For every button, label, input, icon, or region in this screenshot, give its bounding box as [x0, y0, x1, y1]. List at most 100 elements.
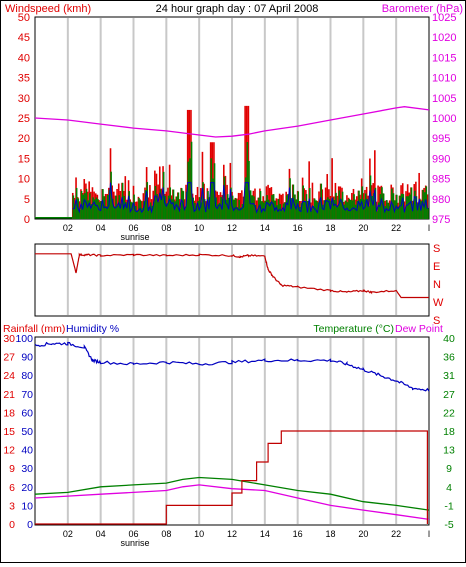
rainfall-tick-30: 30	[3, 333, 15, 345]
barometer-tick-1000: 1000	[432, 113, 456, 125]
humidity-tick-100: 100	[15, 333, 33, 345]
panel-1-x-tick-14: 14	[260, 223, 270, 233]
rainfall-tick-21: 21	[3, 389, 15, 401]
humidity-tick-40: 40	[21, 445, 33, 457]
windspeed-tick-30: 30	[18, 93, 30, 105]
panel-3-x-tick-22: 22	[391, 529, 401, 539]
panel-3-x-tick-12: 12	[227, 529, 237, 539]
humidity-tick-30: 30	[21, 463, 33, 475]
barometer-tick-1025: 1025	[432, 12, 456, 24]
panel-3-x-tick-l: l	[428, 529, 430, 539]
panel-1-x-tick-16: 16	[293, 223, 303, 233]
windspeed-ticks: 0 5 10 15 20 25 30 35 40 45 50	[18, 12, 30, 226]
rainfall-tick-9: 9	[9, 463, 15, 475]
temperature-tick-22: 22	[443, 407, 455, 419]
panel-1-sunrise-label: sunrise	[120, 232, 149, 242]
temperature-tick-9: 9	[446, 463, 452, 475]
humidity-ticks: 0 10 20 30 40 50 60 70 80 90 100	[15, 333, 33, 531]
panel-3-x-tick-08: 08	[161, 529, 171, 539]
wind-average-line	[72, 182, 428, 214]
temperature-tick-36: 36	[443, 352, 455, 364]
barometer-tick-1020: 1020	[432, 32, 456, 44]
panel-1-x-tick-20: 20	[358, 223, 368, 233]
windspeed-tick-15: 15	[18, 153, 30, 165]
temperature-tick-31: 31	[443, 370, 455, 382]
windspeed-tick-0: 0	[24, 214, 30, 226]
temperature-tick--1: -1	[444, 500, 453, 512]
panel-1-x-tick-22: 22	[391, 223, 401, 233]
panel-1-x-tick-04: 04	[96, 223, 106, 233]
rainfall-tick-3: 3	[9, 500, 15, 512]
rainfall-tick-12: 12	[3, 445, 15, 457]
barometer-tick-990: 990	[432, 153, 450, 165]
humidity-tick-80: 80	[21, 370, 33, 382]
rainfall-tick-6: 6	[9, 482, 15, 494]
panel-3-x-tick-16: 16	[293, 529, 303, 539]
temperature-tick-4: 4	[446, 482, 452, 494]
barometer-tick-985: 985	[432, 174, 450, 186]
panel-1-x-tick-08: 08	[161, 223, 171, 233]
panel-1-x-tick-18: 18	[325, 223, 335, 233]
temperature-axis-label: Temperature (°C)	[313, 323, 394, 335]
windspeed-tick-5: 5	[24, 194, 30, 206]
dewpoint-axis-label: Dew Point	[395, 323, 443, 335]
panel-1-x-ticks: 02 04 06 08 10 12 14 16 18 20 22 l	[63, 223, 430, 233]
windspeed-axis-label: Windspeed (kmh)	[5, 3, 91, 15]
humidity-tick-90: 90	[21, 352, 33, 364]
rainfall-ticks: 0 3 6 9 12 15 18 21 24 27 30	[3, 333, 15, 531]
windspeed-tick-45: 45	[18, 32, 30, 44]
panel-3-sunrise-label: sunrise	[120, 538, 149, 548]
humidity-line	[34, 341, 430, 392]
temperature-tick-18: 18	[443, 426, 455, 438]
temperature-ticks: -5 -1 4 9 13 18 22 27 31 36 40	[443, 333, 455, 531]
windspeed-tick-10: 10	[18, 174, 30, 186]
windspeed-tick-50: 50	[18, 12, 30, 24]
humidity-tick-0: 0	[27, 519, 33, 531]
rainfall-tick-15: 15	[3, 426, 15, 438]
windspeed-tick-25: 25	[18, 113, 30, 125]
humidity-axis-label: Humidity %	[66, 323, 119, 335]
barometer-axis-label: Barometer (hPa)	[382, 3, 463, 15]
temperature-line	[34, 476, 430, 511]
panel-3-series	[34, 341, 430, 525]
panel-1-x-tick-06: 06	[128, 223, 138, 233]
rainfall-tick-18: 18	[3, 407, 15, 419]
barometer-line	[34, 106, 430, 138]
panel-3-x-ticks: 02 04 06 08 10 12 14 16 18 20 22 l	[63, 529, 430, 539]
windspeed-tick-20: 20	[18, 133, 30, 145]
panel-1-x-tick-10: 10	[194, 223, 204, 233]
direction-tick-S-0: S	[433, 243, 440, 255]
panel-3-x-tick-10: 10	[194, 529, 204, 539]
panel-3-x-tick-14: 14	[260, 529, 270, 539]
barometer-tick-1005: 1005	[432, 93, 456, 105]
windspeed-tick-35: 35	[18, 73, 30, 85]
graph-title: 24 hour graph day : 07 April 2008	[156, 3, 319, 15]
panel-1-x-tick-02: 02	[63, 223, 73, 233]
panel-1-x-tick-l: l	[428, 223, 430, 233]
barometer-tick-1010: 1010	[432, 73, 456, 85]
rainfall-line	[35, 430, 428, 525]
direction-tick-S-4: S	[433, 315, 440, 327]
rainfall-tick-27: 27	[3, 352, 15, 364]
panel-1-x-tick-12: 12	[227, 223, 237, 233]
humidity-tick-60: 60	[21, 407, 33, 419]
wind-direction-line	[35, 252, 429, 299]
rainfall-tick-24: 24	[3, 370, 15, 382]
humidity-tick-50: 50	[21, 426, 33, 438]
wind-direction-series	[35, 252, 429, 299]
panel-1-series	[34, 106, 430, 219]
humidity-tick-10: 10	[21, 500, 33, 512]
barometer-tick-995: 995	[432, 133, 450, 145]
temperature-tick-13: 13	[443, 445, 455, 457]
panel-3-x-tick-20: 20	[358, 529, 368, 539]
direction-tick-N-2: N	[433, 279, 441, 291]
humidity-tick-20: 20	[21, 482, 33, 494]
direction-tick-E-1: E	[433, 261, 440, 273]
windspeed-tick-40: 40	[18, 52, 30, 64]
barometer-tick-980: 980	[432, 194, 450, 206]
direction-tick-W-3: W	[433, 297, 444, 309]
panel-3-x-tick-18: 18	[325, 529, 335, 539]
